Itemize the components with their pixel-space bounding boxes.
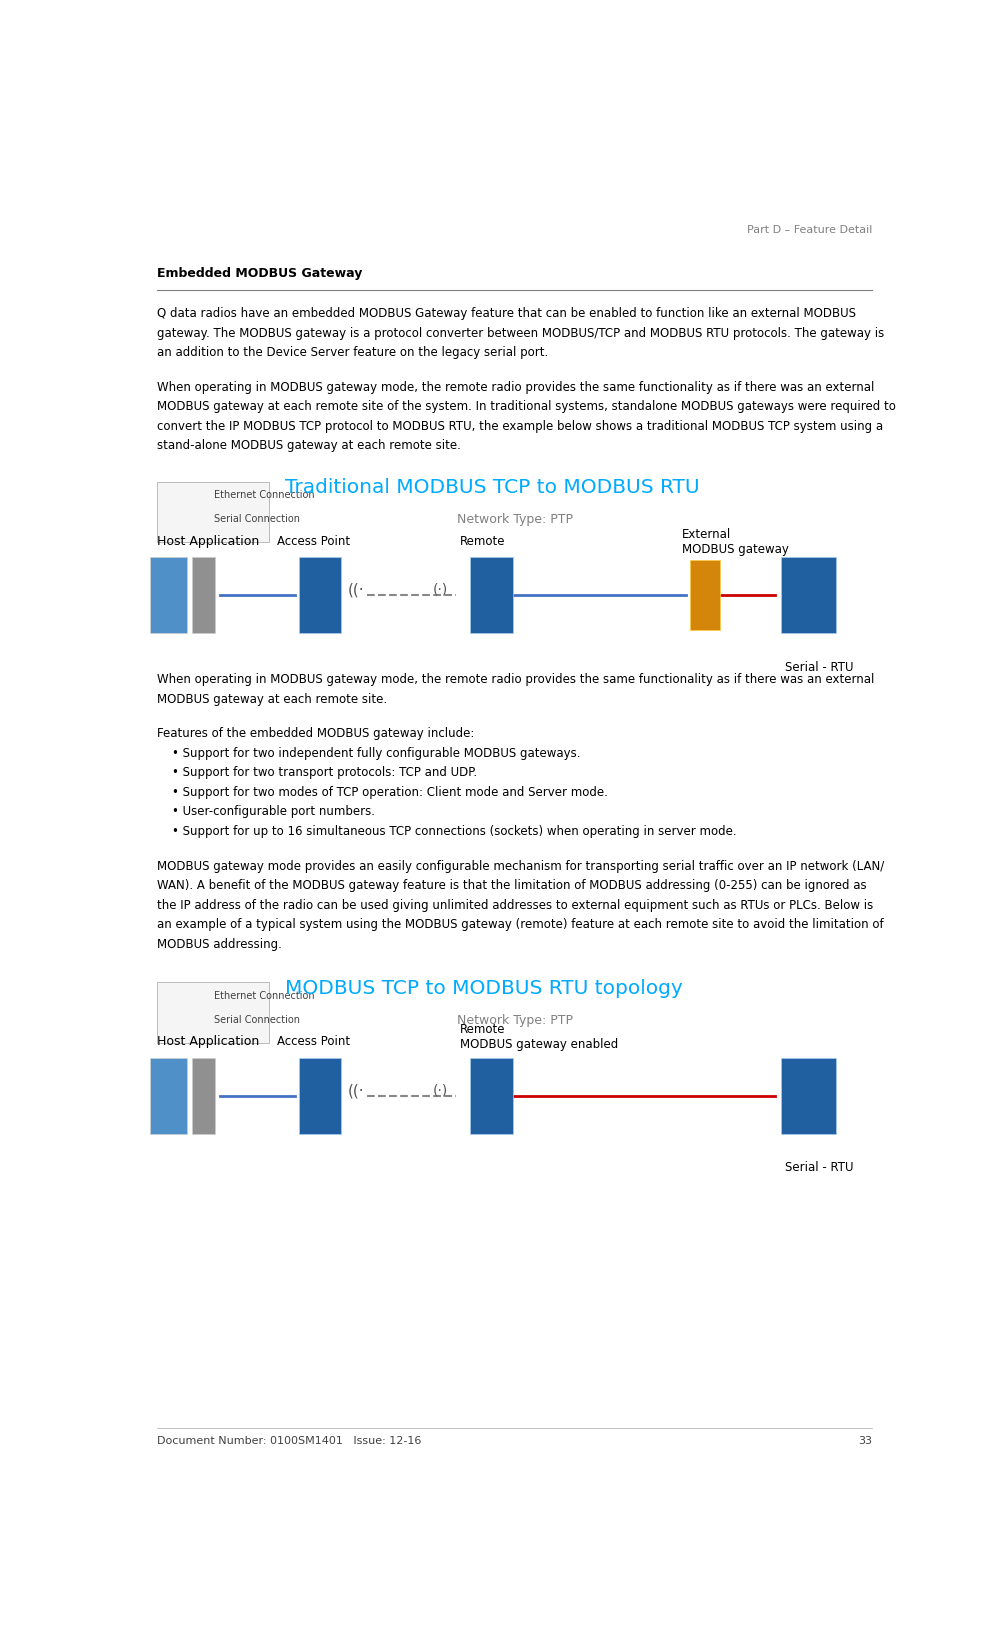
FancyBboxPatch shape [149,1058,187,1134]
Text: convert the IP MODBUS TCP protocol to MODBUS RTU, the example below shows a trad: convert the IP MODBUS TCP protocol to MO… [156,420,882,434]
Text: Access Point: Access Point [277,535,350,548]
FancyBboxPatch shape [469,1058,513,1134]
FancyBboxPatch shape [156,481,269,542]
FancyBboxPatch shape [298,558,341,633]
Text: When operating in MODBUS gateway mode, the remote radio provides the same functi: When operating in MODBUS gateway mode, t… [156,381,874,394]
Text: MODBUS TCP to MODBUS RTU topology: MODBUS TCP to MODBUS RTU topology [285,978,682,998]
Text: • Support for two independent fully configurable MODBUS gateways.: • Support for two independent fully conf… [173,746,580,759]
Text: Network Type: PTP: Network Type: PTP [456,1014,572,1027]
Text: • User-configurable port numbers.: • User-configurable port numbers. [173,805,375,818]
Text: Serial - RTU: Serial - RTU [784,1162,853,1175]
FancyBboxPatch shape [192,558,215,633]
FancyBboxPatch shape [156,982,269,1042]
FancyBboxPatch shape [192,1058,215,1134]
Text: Serial Connection: Serial Connection [214,1016,300,1026]
FancyBboxPatch shape [469,558,513,633]
Text: Ethernet Connection: Ethernet Connection [214,991,315,1001]
FancyBboxPatch shape [690,561,719,630]
Text: an example of a typical system using the MODBUS gateway (remote) feature at each: an example of a typical system using the… [156,918,883,931]
FancyBboxPatch shape [780,558,835,633]
Text: stand-alone MODBUS gateway at each remote site.: stand-alone MODBUS gateway at each remot… [156,440,460,453]
Text: MODBUS addressing.: MODBUS addressing. [156,937,281,951]
Text: (·): (·) [432,582,447,597]
Text: Part D – Feature Detail: Part D – Feature Detail [746,226,872,236]
Text: Remote: Remote [459,535,506,548]
Text: Traditional MODBUS TCP to MODBUS RTU: Traditional MODBUS TCP to MODBUS RTU [285,478,699,497]
Text: Ethernet Connection: Ethernet Connection [214,491,315,501]
Text: the IP address of the radio can be used giving unlimited addresses to external e: the IP address of the radio can be used … [156,898,872,911]
Text: Host Application: Host Application [156,1036,259,1049]
Text: Features of the embedded MODBUS gateway include:: Features of the embedded MODBUS gateway … [156,728,473,741]
FancyBboxPatch shape [298,1058,341,1134]
FancyBboxPatch shape [149,558,187,633]
Text: (·): (·) [432,1083,447,1098]
FancyBboxPatch shape [780,1058,835,1134]
Text: ((·: ((· [347,582,363,597]
Text: • Support for up to 16 simultaneous TCP connections (sockets) when operating in : • Support for up to 16 simultaneous TCP … [173,825,736,838]
Text: MODBUS gateway at each remote site of the system. In traditional systems, standa: MODBUS gateway at each remote site of th… [156,401,895,414]
Text: Host Application: Host Application [156,535,259,548]
Text: • Support for two transport protocols: TCP and UDP.: • Support for two transport protocols: T… [173,766,476,779]
Text: Embedded MODBUS Gateway: Embedded MODBUS Gateway [156,267,362,280]
Text: Remote
MODBUS gateway enabled: Remote MODBUS gateway enabled [459,1022,618,1050]
Text: Q data radios have an embedded MODBUS Gateway feature that can be enabled to fun: Q data radios have an embedded MODBUS Ga… [156,308,855,321]
Text: • Support for two modes of TCP operation: Client mode and Server mode.: • Support for two modes of TCP operation… [173,785,608,798]
Text: ((·: ((· [347,1083,363,1098]
Text: External
MODBUS gateway: External MODBUS gateway [681,528,788,556]
Text: MODBUS gateway at each remote site.: MODBUS gateway at each remote site. [156,692,386,705]
Text: Access Point: Access Point [277,1036,350,1049]
Text: Serial Connection: Serial Connection [214,514,300,525]
Text: Document Number: 0100SM1401   Issue: 12-16: Document Number: 0100SM1401 Issue: 12-16 [156,1436,420,1446]
Text: gateway. The MODBUS gateway is a protocol converter between MODBUS/TCP and MODBU: gateway. The MODBUS gateway is a protoco… [156,327,883,340]
Text: WAN). A benefit of the MODBUS gateway feature is that the limitation of MODBUS a: WAN). A benefit of the MODBUS gateway fe… [156,879,866,892]
Text: Serial - RTU: Serial - RTU [784,661,853,674]
Text: Network Type: PTP: Network Type: PTP [456,514,572,527]
Text: When operating in MODBUS gateway mode, the remote radio provides the same functi: When operating in MODBUS gateway mode, t… [156,672,874,685]
Text: 33: 33 [858,1436,872,1446]
Text: an addition to the Device Server feature on the legacy serial port.: an addition to the Device Server feature… [156,347,548,360]
Text: MODBUS gateway mode provides an easily configurable mechanism for transporting s: MODBUS gateway mode provides an easily c… [156,859,883,872]
